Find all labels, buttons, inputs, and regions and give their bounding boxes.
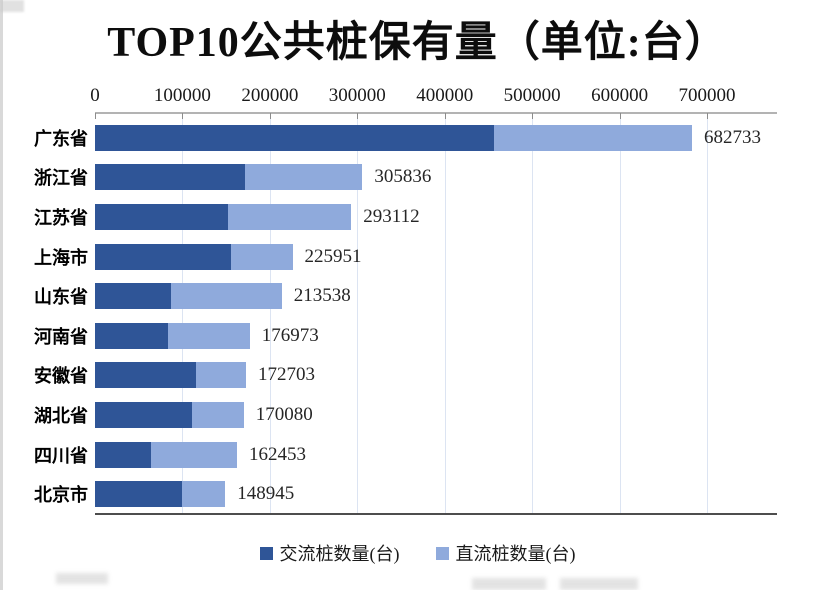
value-label: 172703 xyxy=(258,364,315,386)
x-axis-tick-label: 600000 xyxy=(591,85,649,106)
category-label: 安徽省 xyxy=(34,366,88,387)
ac-bar-segment xyxy=(95,322,169,349)
x-gridline xyxy=(707,113,709,513)
x-gridline xyxy=(357,113,359,513)
x-tickmark xyxy=(357,113,359,119)
ac-bar-segment xyxy=(95,402,193,428)
x-gridline xyxy=(182,113,184,513)
x-tickmark xyxy=(619,113,621,119)
ac-bar-segment xyxy=(95,362,197,389)
legend: 交流桩数量(台) 直流桩数量(台) xyxy=(0,540,835,566)
x-axis-tick-label: 0 xyxy=(90,85,100,106)
dc-bar-segment xyxy=(181,481,226,508)
cropped-text-artifact xyxy=(560,578,638,590)
dc-bar-segment xyxy=(231,243,293,270)
cropped-text-artifact xyxy=(56,573,108,584)
legend-item-ac: 交流桩数量(台) xyxy=(259,540,400,566)
category-label: 浙江省 xyxy=(34,168,88,189)
x-axis-tick-label: 400000 xyxy=(416,85,474,106)
value-label: 305836 xyxy=(374,166,432,188)
x-axis-tick-label: 300000 xyxy=(328,85,386,106)
x-gridline xyxy=(619,113,621,513)
x-tickmark xyxy=(95,113,96,119)
value-label: 148945 xyxy=(237,483,295,505)
ac-bar-segment xyxy=(95,164,245,191)
category-label: 湖北省 xyxy=(34,406,88,426)
x-gridline xyxy=(269,113,271,513)
screenshot-corner-artifact xyxy=(0,0,24,12)
dc-bar-segment xyxy=(168,322,250,349)
x-axis-tick-label: 700000 xyxy=(678,85,736,106)
dc-legend-swatch-icon xyxy=(435,546,449,560)
category-label: 山东省 xyxy=(34,287,88,308)
x-axis-tick-label: 500000 xyxy=(503,85,561,106)
value-label: 225951 xyxy=(304,245,362,267)
value-label: 176973 xyxy=(261,324,319,346)
ac-bar-segment xyxy=(95,243,232,270)
x-gridline xyxy=(532,113,534,513)
category-label: 河南省 xyxy=(34,326,88,347)
cropped-text-artifact xyxy=(472,578,546,590)
dc-bar-segment xyxy=(227,204,352,230)
ac-legend-swatch-icon xyxy=(259,546,273,560)
value-label: 682733 xyxy=(703,126,761,148)
x-tickmark xyxy=(532,113,534,119)
x-gridline xyxy=(444,113,446,513)
legend-item-dc: 直流桩数量(台) xyxy=(435,540,576,566)
x-axis-tick-label: 200000 xyxy=(241,85,299,106)
chart-title: TOP10公共桩保有量（单位:台） xyxy=(107,20,728,66)
x-tickmark xyxy=(707,113,709,119)
ac-bar-segment xyxy=(95,204,228,230)
category-label: 上海市 xyxy=(34,247,88,268)
ac-bar-segment xyxy=(95,283,172,310)
category-label: 北京市 xyxy=(34,485,88,506)
dc-bar-segment xyxy=(192,402,244,428)
screenshot-left-edge-artifact xyxy=(0,0,3,590)
dc-bar-segment xyxy=(196,362,246,389)
value-label: 170080 xyxy=(255,404,313,425)
value-label: 213538 xyxy=(293,285,351,307)
ac-bar-segment xyxy=(95,481,182,508)
dc-bar-segment xyxy=(244,164,363,191)
x-tickmark xyxy=(269,113,271,119)
dc-bar-segment xyxy=(171,283,282,310)
value-label: 293112 xyxy=(363,206,420,227)
x-axis-tick-label: 100000 xyxy=(153,85,211,106)
x-axis-line-bottom xyxy=(95,513,777,515)
category-label: 江苏省 xyxy=(34,208,88,228)
dc-bar-segment xyxy=(150,441,238,468)
x-tickmark xyxy=(444,113,446,119)
ac-bar-segment xyxy=(95,441,151,468)
dc-bar-segment xyxy=(493,124,692,151)
legend-label-ac: 交流桩数量(台) xyxy=(279,544,400,564)
x-axis-line-top xyxy=(95,112,777,114)
x-tickmark xyxy=(182,113,184,119)
legend-label-dc: 直流桩数量(台) xyxy=(455,544,576,564)
value-label: 162453 xyxy=(249,443,307,465)
category-label: 四川省 xyxy=(34,445,88,466)
category-label: 广东省 xyxy=(34,128,88,149)
ac-bar-segment xyxy=(95,124,494,151)
